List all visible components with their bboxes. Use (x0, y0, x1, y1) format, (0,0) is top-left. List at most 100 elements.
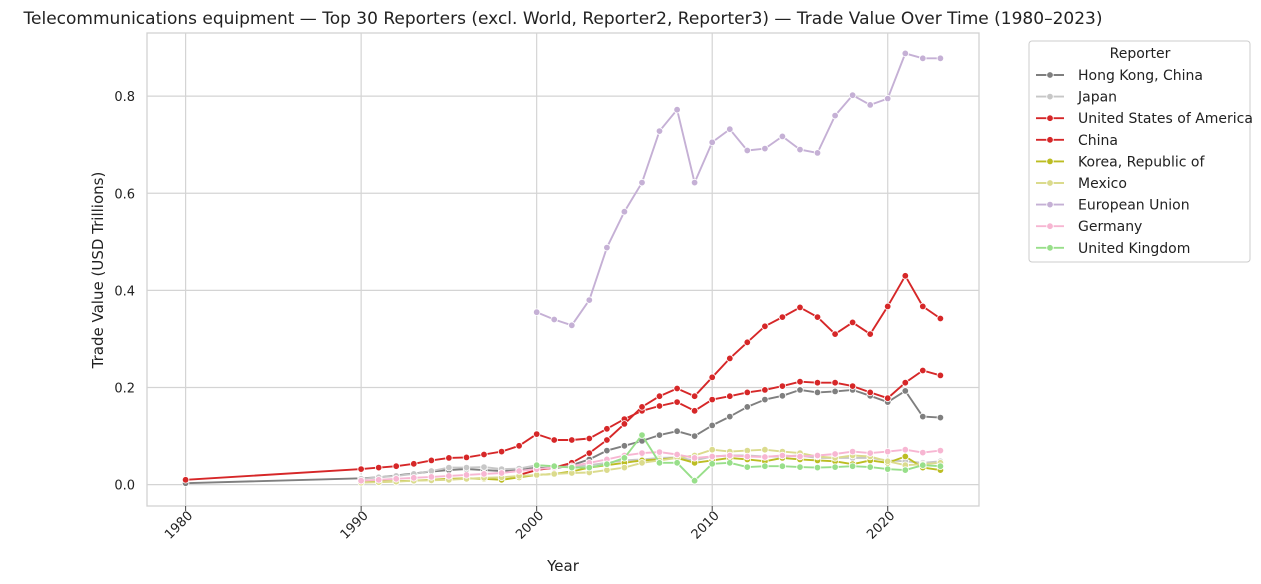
legend: Reporter Hong Kong, China Japan United Sta… (1028, 40, 1253, 263)
data-point (831, 450, 839, 458)
data-point (673, 427, 681, 435)
data-point (655, 402, 664, 410)
series-group (181, 49, 945, 487)
data-point (181, 476, 190, 484)
data-point (726, 451, 734, 460)
data-point (866, 330, 874, 338)
data-point (392, 462, 400, 470)
data-point (673, 384, 681, 393)
plot-area (146, 32, 980, 507)
data-point (796, 378, 804, 386)
data-point (410, 474, 418, 482)
grid-lines (147, 33, 979, 506)
data-point (848, 447, 857, 456)
x-tick-label: 2010 (689, 509, 723, 543)
series-line (361, 454, 941, 480)
data-point (690, 392, 699, 400)
data-point (585, 463, 593, 472)
data-point (655, 448, 664, 456)
legend-item-united-states-of-america: United States of America (1036, 111, 1253, 127)
data-point (884, 457, 892, 465)
series-european-union (533, 49, 945, 329)
data-point (778, 132, 787, 141)
data-point (761, 144, 769, 153)
data-point (568, 436, 576, 444)
legend-label: Korea, Republic of (1078, 154, 1205, 170)
data-point (708, 460, 716, 468)
legend-marker (1046, 136, 1054, 144)
data-point (901, 446, 909, 454)
data-point (726, 412, 734, 421)
x-tick-label: 2020 (864, 509, 898, 543)
data-point (533, 461, 541, 469)
data-point (813, 149, 822, 157)
data-point (515, 467, 523, 475)
x-tick-label: 2000 (513, 509, 547, 543)
data-point (848, 318, 857, 327)
data-point (480, 450, 488, 459)
legend-title: Reporter (1110, 46, 1171, 62)
data-point (761, 386, 769, 394)
data-point (831, 379, 839, 387)
data-point (357, 477, 365, 485)
y-tick-label: 0.4 (114, 284, 135, 299)
data-point (603, 425, 611, 433)
data-point (603, 436, 611, 444)
data-point (796, 463, 804, 471)
x-tick-label: 1980 (162, 509, 196, 543)
data-point (392, 475, 400, 483)
data-point (936, 371, 945, 380)
data-point (690, 178, 699, 187)
data-point (673, 459, 681, 467)
legend-label: European Union (1078, 198, 1190, 214)
data-point (831, 387, 839, 396)
data-point (743, 403, 751, 411)
data-point (638, 449, 646, 457)
legend-item-hong-kong-china: Hong Kong, China (1036, 68, 1203, 84)
data-point (761, 322, 769, 330)
data-point (831, 463, 839, 471)
data-point (726, 392, 734, 400)
series-line (361, 448, 941, 484)
data-point (919, 461, 927, 469)
data-point (761, 462, 769, 470)
data-point (778, 382, 787, 390)
legend-label: Germany (1078, 219, 1142, 235)
y-axis-label: Trade Value (USD Trillions) (89, 172, 107, 370)
legend-label: China (1078, 133, 1118, 149)
legend-marker (1046, 244, 1054, 252)
data-point (690, 477, 699, 485)
data-point (884, 94, 892, 103)
data-point (655, 431, 664, 439)
data-point (743, 146, 751, 155)
data-point (884, 465, 892, 473)
data-point (638, 403, 646, 411)
data-point (427, 456, 436, 465)
data-point (831, 111, 839, 120)
legend-marker (1046, 157, 1054, 166)
data-point (919, 302, 927, 311)
data-point (673, 398, 681, 406)
data-point (462, 453, 471, 462)
data-point (813, 313, 822, 321)
data-point (708, 452, 716, 461)
data-point (743, 452, 751, 461)
data-point (673, 105, 681, 114)
legend-label: United States of America (1078, 111, 1253, 127)
x-tick-label: 1990 (338, 509, 372, 543)
data-point (550, 470, 558, 478)
data-point (708, 395, 716, 404)
data-point (936, 462, 945, 470)
data-point (761, 446, 769, 454)
data-point (901, 49, 909, 58)
data-point (427, 473, 436, 481)
series-hong-kong-china (181, 386, 945, 487)
data-point (936, 314, 945, 323)
data-point (796, 452, 804, 461)
data-point (638, 178, 646, 187)
legend-item-japan: Japan (1036, 90, 1117, 106)
data-point (919, 448, 927, 457)
legend-label: United Kingdom (1078, 241, 1190, 257)
data-point (673, 450, 681, 459)
legend-item-china: China (1036, 133, 1118, 149)
